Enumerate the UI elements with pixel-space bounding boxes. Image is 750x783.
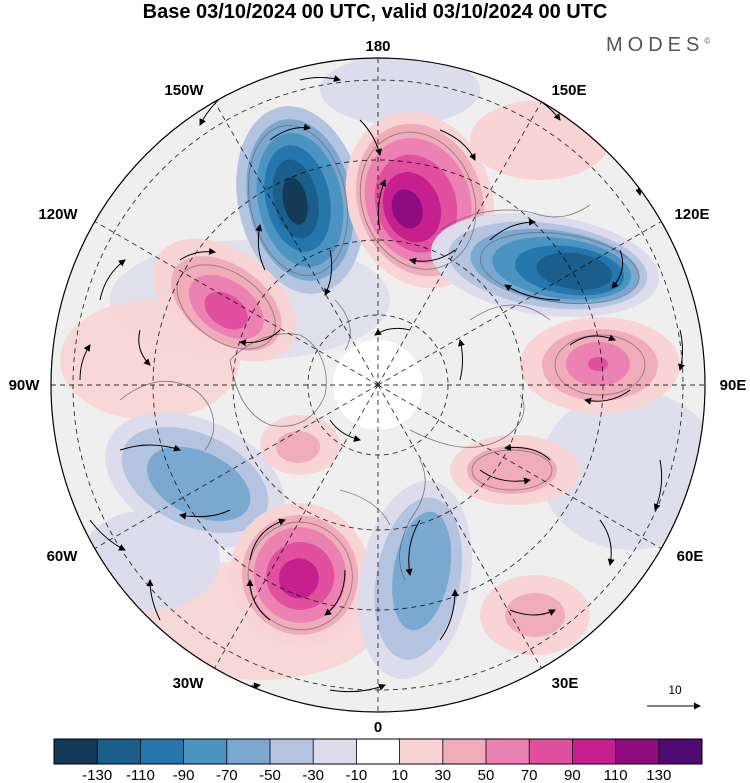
colorbar-label: 110 bbox=[604, 767, 628, 783]
faint-neg-band-east bbox=[540, 390, 705, 550]
colorbar-swatch bbox=[313, 739, 357, 764]
colorbar-swatch bbox=[529, 739, 573, 764]
lon-label-60e: 60E bbox=[677, 548, 704, 565]
colorbar-label: 30 bbox=[434, 767, 451, 783]
map-title: Base 03/10/2024 00 UTC, valid 03/10/2024… bbox=[142, 1, 608, 23]
colorbar-swatch bbox=[572, 739, 616, 764]
reference-vector-label: 10 bbox=[668, 683, 682, 697]
colorbar-label: -30 bbox=[302, 767, 324, 783]
colorbar: -130 -110 -90 -70 -50 -30 -10 10 30 50 70 90 110 130 bbox=[53, 738, 703, 783]
colorbar-label: -70 bbox=[216, 767, 238, 783]
anomaly-center-pos-115w bbox=[153, 238, 297, 362]
colorbar-swatch bbox=[399, 739, 444, 764]
graticule bbox=[51, 58, 705, 712]
colorbar-swatch bbox=[356, 739, 400, 764]
faint-pos-band-northeast bbox=[470, 100, 610, 180]
faint-neg-band-north-pole bbox=[320, 58, 480, 125]
lon-label-150w: 150W bbox=[164, 82, 204, 99]
colorbar-swatch bbox=[97, 739, 141, 764]
lon-label-0: 0 bbox=[374, 719, 382, 736]
colorbar-swatch bbox=[183, 739, 228, 764]
lon-label-180: 180 bbox=[365, 38, 390, 55]
colorbar-swatch bbox=[54, 739, 98, 764]
colorbar-label: 130 bbox=[646, 767, 671, 783]
colorbar-swatch bbox=[270, 739, 314, 764]
brand-mark: © bbox=[704, 36, 711, 46]
colorbar-label: 70 bbox=[521, 767, 538, 783]
lon-label-150e: 150E bbox=[551, 82, 586, 99]
colorbar-label: -110 bbox=[126, 767, 155, 783]
brand-name: MODES bbox=[606, 34, 705, 56]
lon-label-120e: 120E bbox=[674, 206, 709, 223]
lon-label-90w: 90W bbox=[9, 377, 41, 394]
colorbar-swatch bbox=[486, 739, 530, 764]
lon-label-120w: 120W bbox=[38, 206, 78, 223]
colorbar-swatch bbox=[140, 739, 184, 764]
colorbar-swatch bbox=[658, 739, 703, 764]
anomaly-center-neg-120e bbox=[430, 212, 660, 318]
reference-vector: 10 bbox=[647, 683, 701, 710]
colorbar-label: -50 bbox=[259, 767, 281, 783]
anomaly-center-pos-95e bbox=[520, 317, 680, 413]
colorbar-label: -90 bbox=[173, 767, 195, 783]
modes-logo: MODES© bbox=[606, 34, 710, 57]
anomaly-center-pos-55e bbox=[450, 435, 580, 505]
colorbar-label: -130 bbox=[82, 767, 112, 783]
colorbar-swatch bbox=[226, 739, 271, 764]
lon-label-30e: 30E bbox=[552, 675, 579, 692]
colorbar-swatch bbox=[615, 739, 660, 764]
anomaly-center-pos-45w bbox=[229, 503, 371, 647]
colorbar-frame bbox=[53, 738, 703, 765]
colorbar-swatch bbox=[442, 739, 487, 764]
lon-label-60w: 60W bbox=[47, 548, 79, 565]
contours bbox=[176, 124, 646, 631]
anomaly-field bbox=[60, 58, 705, 680]
lon-label-30w: 30W bbox=[173, 675, 205, 692]
anomaly-center-neg-160w bbox=[236, 106, 364, 294]
colorbar-label: -10 bbox=[346, 767, 368, 783]
coastlines bbox=[119, 204, 591, 581]
anomaly-center-pos-70w bbox=[260, 415, 340, 475]
colorbar-label: 90 bbox=[564, 767, 581, 783]
map-border bbox=[50, 57, 706, 713]
anomaly-center-neg-15w bbox=[358, 481, 472, 679]
anomaly-center-neg-80w bbox=[105, 412, 285, 548]
colorbar-label: 10 bbox=[391, 767, 408, 783]
colorbar-label: 50 bbox=[478, 767, 495, 783]
lon-label-90e: 90E bbox=[720, 377, 747, 394]
